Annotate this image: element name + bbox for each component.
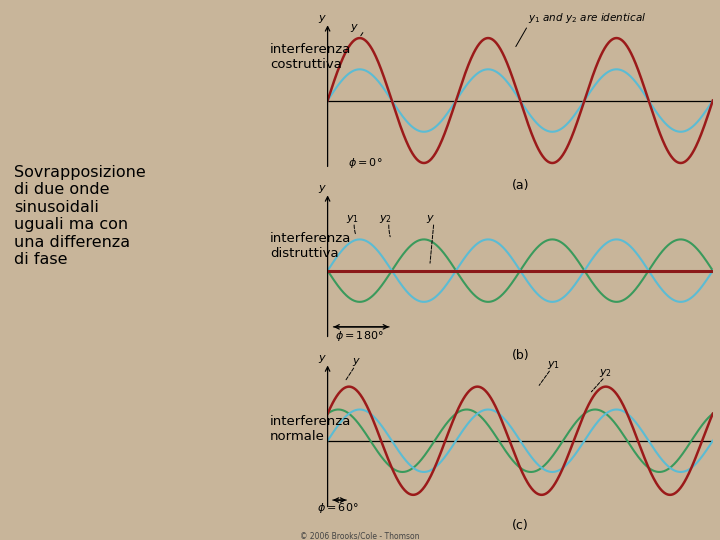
Text: $y_2$: $y_2$ [379,213,392,225]
Text: y: y [318,13,325,23]
Text: $\phi = 180°$: $\phi = 180°$ [336,329,384,343]
Text: $y$: $y$ [352,356,361,368]
Text: Sovrapposizione
di due onde
sinusoidali
uguali ma con
una differenza
di fase: Sovrapposizione di due onde sinusoidali … [14,165,146,267]
Text: $\phi = 0°$: $\phi = 0°$ [348,156,382,170]
Text: $\phi = 60°$: $\phi = 60°$ [318,501,359,515]
Text: (b): (b) [511,349,529,362]
Text: $y_1$: $y_1$ [346,213,359,225]
Text: y: y [350,22,356,32]
Text: $y_1$: $y_1$ [547,359,560,372]
Text: $y_2$: $y_2$ [599,367,612,379]
Text: (a): (a) [511,179,529,192]
Text: $y_1$ and $y_2$ are identical: $y_1$ and $y_2$ are identical [528,11,647,25]
Text: y: y [318,183,325,193]
Text: (c): (c) [512,519,528,532]
Text: interferenza
normale: interferenza normale [270,415,351,443]
Text: interferenza
costruttiva: interferenza costruttiva [270,43,351,71]
Text: y: y [318,353,325,363]
Text: © 2006 Brooks/Cole - Thomson: © 2006 Brooks/Cole - Thomson [300,532,420,540]
Text: $y$: $y$ [426,213,435,225]
Text: interferenza
distruttiva: interferenza distruttiva [270,232,351,260]
